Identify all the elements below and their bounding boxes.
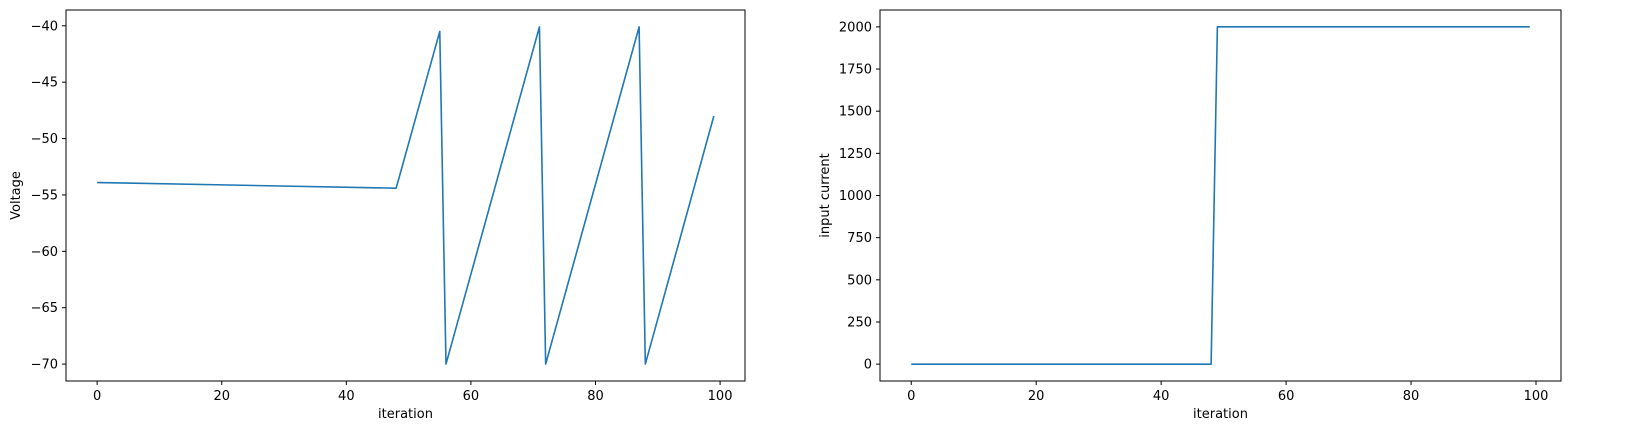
current-x-tick-label: 60 <box>1278 389 1295 404</box>
input-current-chart: 0 20 40 60 80 1000250500750100012501500175020… <box>818 9 1562 422</box>
current-y-tick-label: 250 <box>847 315 872 330</box>
voltage-x-tick-label: 60 <box>463 389 480 404</box>
current-y-axis-label: input current <box>818 153 833 237</box>
voltage-x-tick-label: 40 <box>338 389 355 404</box>
current-y-tick-label: 1250 <box>839 147 872 162</box>
current-x-tick-label: 20 <box>1028 389 1045 404</box>
voltage-y-tick-label: −60 <box>31 245 58 260</box>
current-x-tick-label: 40 <box>1153 389 1170 404</box>
current-x-tick-label: 0 <box>907 389 915 404</box>
voltage-y-tick-label: −70 <box>31 358 58 373</box>
voltage-y-tick-label: −65 <box>31 301 58 316</box>
voltage-x-tick-label: 100 <box>708 389 733 404</box>
voltage-y-axis-label: Voltage <box>9 171 24 220</box>
voltage-y-tick-label: −40 <box>31 19 58 34</box>
voltage-chart: 0 20 40 60 80 100 −70 −65 −60 −55 −50 −45 −40 iterati… <box>9 9 746 422</box>
current-x-tick-label: 100 <box>1524 389 1549 404</box>
current-y-tick-label: 0 <box>864 358 872 373</box>
current-y-tick-label: 1500 <box>839 105 872 120</box>
current-y-tick-label: 2000 <box>839 20 872 35</box>
current-y-tick-label: 750 <box>847 231 872 246</box>
current-series-line <box>911 26 1530 365</box>
current-y-tick-label: 1750 <box>839 63 872 78</box>
voltage-series-line <box>97 26 715 365</box>
voltage-x-axis-label: iteration <box>378 407 433 422</box>
voltage-x-tick-label: 80 <box>587 389 604 404</box>
current-y-tick-label: 1000 <box>839 189 872 204</box>
voltage-y-tick-label: −50 <box>31 132 58 147</box>
voltage-y-tick-label: −45 <box>31 76 58 91</box>
voltage-x-tick-label: 0 <box>93 389 101 404</box>
current-x-axis-label: iteration <box>1193 407 1248 422</box>
voltage-x-tick-label: 20 <box>213 389 230 404</box>
current-x-tick-label: 80 <box>1403 389 1420 404</box>
voltage-axes-frame <box>65 9 746 382</box>
current-y-tick-label: 500 <box>847 273 872 288</box>
voltage-y-tick-label: −55 <box>31 188 58 203</box>
